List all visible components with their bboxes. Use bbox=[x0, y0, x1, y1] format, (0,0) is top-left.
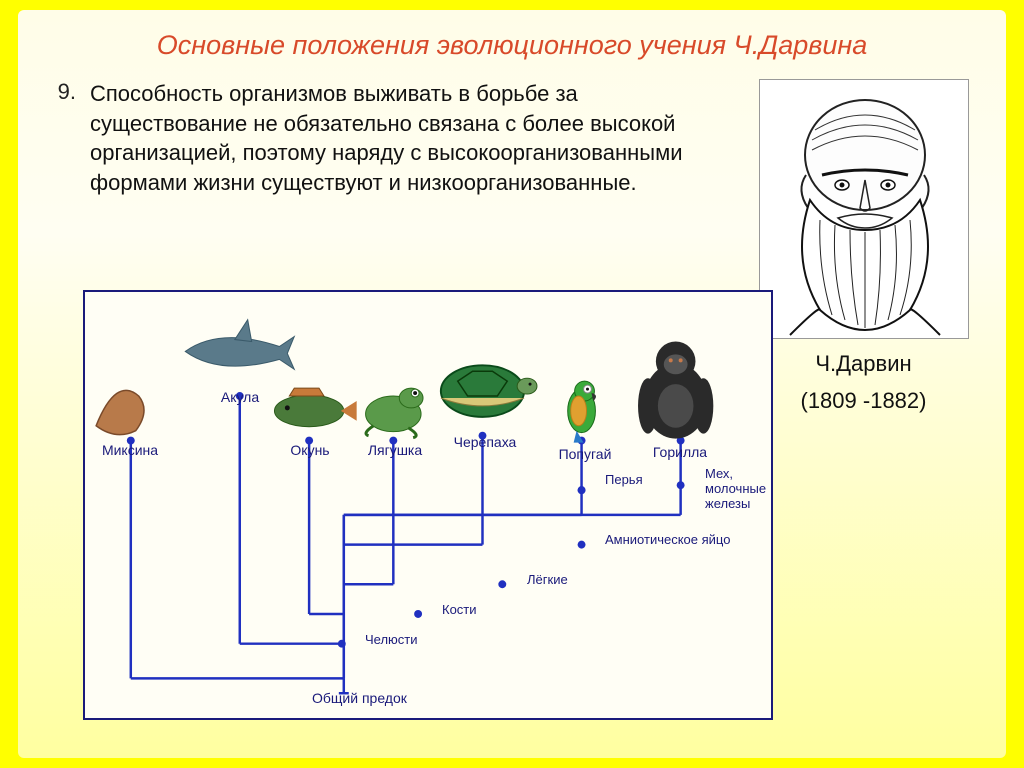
animal-label-perch: Окунь bbox=[270, 440, 350, 458]
slide-title: Основные положения эволюционного учения … bbox=[48, 30, 976, 61]
point-number: 9. bbox=[48, 79, 76, 198]
animal-perch bbox=[274, 388, 356, 427]
animal-label-turtle: Черепаха bbox=[445, 432, 525, 450]
animal-turtle bbox=[441, 365, 537, 417]
animal-parrot bbox=[568, 381, 596, 442]
animal-hagfish bbox=[96, 390, 144, 434]
trait-label-1: Перья bbox=[605, 472, 643, 487]
phylogeny-diagram: Миксина Акула Окунь Лягушка Черепаха Попугай Г… bbox=[83, 290, 773, 720]
trait-label-4: Кости bbox=[442, 602, 477, 617]
point-text: Способность организмов выживать в борьбе… bbox=[90, 79, 731, 198]
animal-frog bbox=[366, 388, 423, 438]
animal-label-frog: Лягушка bbox=[355, 440, 435, 458]
root-label: Общий предок bbox=[312, 690, 407, 706]
trait-label-0: Мех, молочные железы bbox=[705, 466, 766, 511]
slide-container: Основные положения эволюционного учения … bbox=[18, 10, 1006, 758]
animal-gorilla bbox=[638, 342, 713, 439]
darwin-portrait bbox=[759, 79, 969, 339]
trait-label-3: Лёгкие bbox=[527, 572, 568, 587]
right-column: Ч.Дарвин (1809 -1882) bbox=[751, 79, 976, 417]
trait-label-2: Амниотическое яйцо bbox=[605, 532, 730, 547]
portrait-name: Ч.Дарвин bbox=[751, 349, 976, 380]
point-9: 9. Способность организмов выживать в бор… bbox=[48, 79, 731, 198]
trait-label-5: Челюсти bbox=[365, 632, 418, 647]
animal-label-gorilla: Горилла bbox=[640, 442, 720, 460]
animal-label-hagfish: Миксина bbox=[90, 440, 170, 458]
animal-shark bbox=[185, 320, 294, 370]
tree-svg bbox=[85, 292, 771, 718]
portrait-svg bbox=[760, 80, 969, 339]
animal-label-parrot: Попугай bbox=[545, 444, 625, 462]
animal-label-shark: Акула bbox=[200, 387, 280, 405]
portrait-years: (1809 -1882) bbox=[751, 386, 976, 417]
